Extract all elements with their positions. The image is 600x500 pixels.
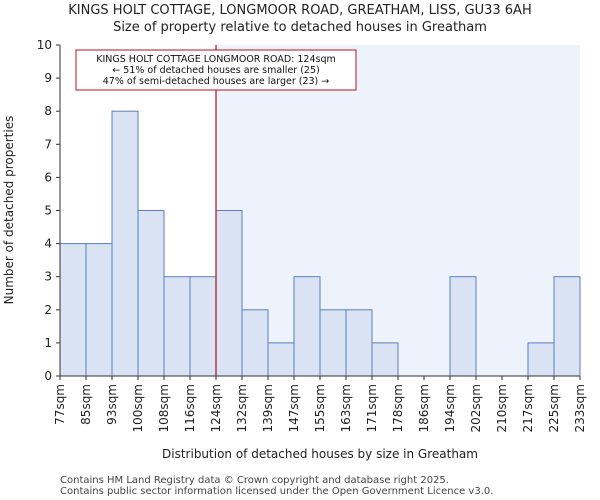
footer-line-2: Contains public sector information licen… xyxy=(60,486,493,497)
bar-10 xyxy=(319,309,347,377)
x-tick-label-17: 210sqm xyxy=(495,384,509,432)
bar-18 xyxy=(527,342,555,377)
y-tick-label-2: 2 xyxy=(44,303,52,317)
bar-8 xyxy=(267,342,295,377)
y-axis-label: Number of detached properties xyxy=(2,116,16,305)
x-tick-label-12: 171sqm xyxy=(365,384,379,432)
x-tick-label-4: 108sqm xyxy=(157,384,171,432)
x-tick-label-6: 124sqm xyxy=(209,384,223,432)
x-tick-label-20: 233sqm xyxy=(573,384,587,432)
plot-area: 0 1 2 3 4 5 6 7 8 9 10 77sqm 85sqm 93sqm 100sqm 108sqm 1… xyxy=(37,38,587,432)
annotation-line-1: KINGS HOLT COTTAGE LONGMOOR ROAD: 124sqm xyxy=(96,54,336,65)
annotation-line-2: ← 51% of detached houses are smaller (25… xyxy=(112,65,319,76)
bar-1 xyxy=(85,243,113,377)
footer-line-1: Contains HM Land Registry data © Crown c… xyxy=(60,475,449,486)
bar-7 xyxy=(241,309,269,377)
x-tick-label-0: 77sqm xyxy=(53,384,67,425)
highlight-region xyxy=(216,45,580,376)
annotation-box xyxy=(75,49,357,91)
bar-11 xyxy=(345,309,373,377)
y-tick-label-1: 1 xyxy=(44,336,52,350)
x-tick-label-2: 93sqm xyxy=(105,384,119,425)
x-tick-label-3: 100sqm xyxy=(131,384,145,432)
x-tick-label-8: 139sqm xyxy=(261,384,275,432)
bar-6 xyxy=(215,210,243,377)
x-axis-label: Distribution of detached houses by size … xyxy=(162,447,478,461)
y-tick-label-9: 9 xyxy=(44,71,52,85)
x-tick-label-19: 225sqm xyxy=(547,384,561,432)
x-tick-label-14: 186sqm xyxy=(417,384,431,432)
x-tick-label-1: 85sqm xyxy=(79,384,93,425)
x-tick-label-9: 147sqm xyxy=(287,384,301,432)
x-tick-label-16: 202sqm xyxy=(469,384,483,432)
x-tick-label-15: 194sqm xyxy=(443,384,457,432)
bar-12 xyxy=(371,342,399,377)
bar-0 xyxy=(59,243,87,377)
chart-title: KINGS HOLT COTTAGE, LONGMOOR ROAD, GREAT… xyxy=(68,3,531,18)
x-tick-label-5: 116sqm xyxy=(183,384,197,432)
y-tick-label-10: 10 xyxy=(37,38,52,52)
bar-15 xyxy=(449,276,477,377)
bar-5 xyxy=(189,276,217,377)
x-tick-label-11: 163sqm xyxy=(339,384,353,432)
bar-3 xyxy=(137,210,165,377)
bar-4 xyxy=(163,276,191,377)
y-tick-label-3: 3 xyxy=(44,270,52,284)
x-tick-label-7: 132sqm xyxy=(235,384,249,432)
bar-9 xyxy=(293,276,321,377)
bar-19 xyxy=(553,276,581,377)
x-tick-label-10: 155sqm xyxy=(313,384,327,432)
y-tick-label-4: 4 xyxy=(44,237,52,251)
x-tick-label-18: 217sqm xyxy=(521,384,535,432)
y-tick-label-6: 6 xyxy=(44,170,52,184)
y-tick-label-5: 5 xyxy=(44,204,52,218)
x-tick-label-13: 178sqm xyxy=(391,384,405,432)
annotation-line-3: 47% of semi-detached houses are larger (… xyxy=(103,76,330,87)
y-tick-label-7: 7 xyxy=(44,137,52,151)
y-tick-label-8: 8 xyxy=(44,104,52,118)
bar-2 xyxy=(111,110,139,377)
y-tick-label-0: 0 xyxy=(44,369,52,383)
chart-subtitle: Size of property relative to detached ho… xyxy=(113,20,487,35)
